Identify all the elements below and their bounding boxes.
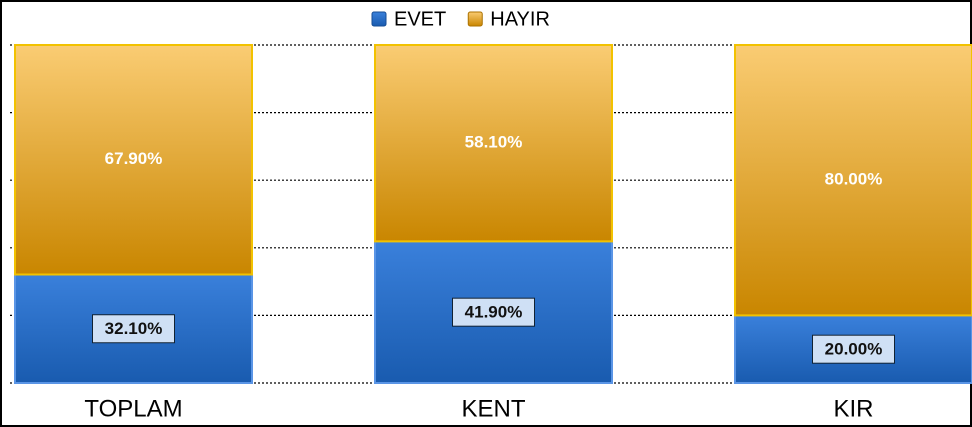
value-label-box: 20.00% (812, 334, 895, 364)
value-label-box: 41.90% (452, 297, 535, 327)
legend-label: EVET (394, 8, 446, 30)
value-label: 58.10% (465, 133, 523, 152)
value-label: 20.00% (825, 340, 883, 359)
value-label-bg (452, 297, 535, 327)
value-label-box: 32.10% (92, 314, 175, 344)
value-label: 32.10% (105, 319, 163, 338)
value-label: 67.90% (105, 149, 163, 168)
legend-label: HAYIR (490, 8, 550, 30)
value-label-bg (92, 314, 175, 344)
value-label-bg (812, 334, 895, 364)
bar-segment (14, 44, 253, 276)
x-tick-label: KIR (833, 395, 873, 422)
legend-swatch (371, 11, 387, 27)
bar-segment (374, 44, 613, 243)
x-tick-label: KENT (461, 395, 525, 422)
value-label: 41.90% (465, 303, 523, 322)
x-tick-label: TOPLAM (84, 395, 182, 422)
bar-segment (734, 44, 972, 317)
legend-swatch (467, 11, 483, 27)
value-label: 80.00% (825, 170, 883, 189)
